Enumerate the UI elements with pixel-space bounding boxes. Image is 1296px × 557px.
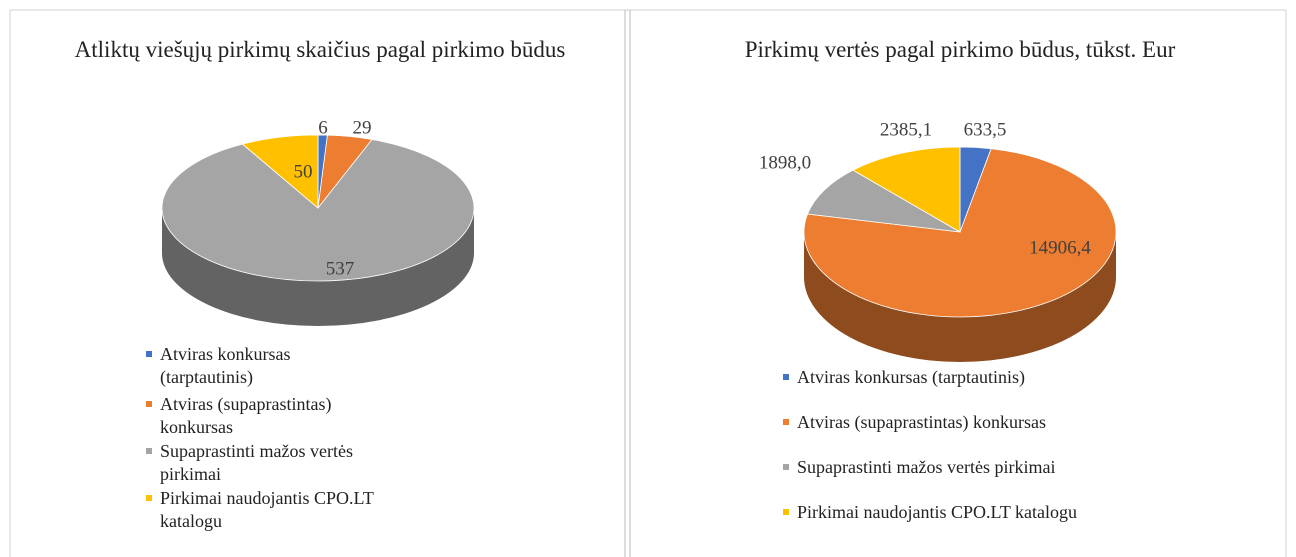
legend-entry: Pirkimai naudojantis CPO.LT katalogu (783, 501, 1217, 524)
data-label: 50 (294, 161, 313, 182)
pie-side (804, 232, 1116, 362)
legend-entry: Supaprastinti mažos vertės pirkimai (146, 440, 380, 486)
legend-label: Atviras (supaprastintas) konkursas (797, 412, 1046, 432)
pie-side (162, 208, 474, 326)
legend-entry: Atviras konkursas (tarptautinis) (783, 366, 1217, 389)
legend-entry: Atviras (supaprastintas) konkursas (783, 411, 1217, 434)
legend-swatch (146, 448, 152, 454)
data-label: 6 (318, 117, 328, 138)
legend-label: Atviras konkursas (tarptautinis) (797, 367, 1025, 387)
legend-entry: Pirkimai naudojantis CPO.LT katalogu (146, 487, 380, 533)
legend-entry: Atviras (supaprastintas) konkursas (146, 393, 380, 439)
legend-swatch (783, 464, 789, 470)
pie-slice (161, 139, 475, 282)
pie-slice (241, 134, 319, 209)
pie-slice (852, 146, 961, 233)
data-label: 14906,4 (1029, 237, 1091, 258)
legend-entry: Atviras konkursas (tarptautinis) (146, 343, 380, 389)
data-label: 2385,1 (880, 119, 932, 140)
legend-swatch (146, 351, 152, 357)
legend-swatch (783, 419, 789, 425)
legend-swatch (146, 495, 152, 501)
legend-label: Supaprastinti mažos vertės pirkimai (797, 457, 1056, 477)
legend-label: Pirkimai naudojantis CPO.LT katalogu (160, 488, 374, 531)
data-label: 537 (326, 258, 355, 279)
data-label: 1898,0 (759, 152, 811, 173)
chart-title: Pirkimų vertės pagal pirkimo būdus, tūks… (744, 37, 1176, 62)
legend-label: Atviras konkursas (tarptautinis) (160, 344, 291, 387)
legend-label: Supaprastinti mažos vertės pirkimai (160, 441, 353, 484)
pie-slice (803, 148, 1117, 318)
pie-slice (806, 169, 961, 233)
legend-entry: Supaprastinti mažos vertės pirkimai (783, 456, 1217, 479)
legend-swatch (783, 509, 789, 515)
legend-swatch (783, 374, 789, 380)
legend-label: Pirkimai naudojantis CPO.LT katalogu (797, 502, 1077, 522)
data-label: 29 (353, 117, 372, 138)
legend-label: Atviras (supaprastintas) konkursas (160, 394, 332, 437)
data-label: 633,5 (964, 119, 1007, 140)
legend-swatch (146, 401, 152, 407)
chart-title: Atliktų viešųjų pirkimų skaičius pagal p… (74, 37, 566, 62)
